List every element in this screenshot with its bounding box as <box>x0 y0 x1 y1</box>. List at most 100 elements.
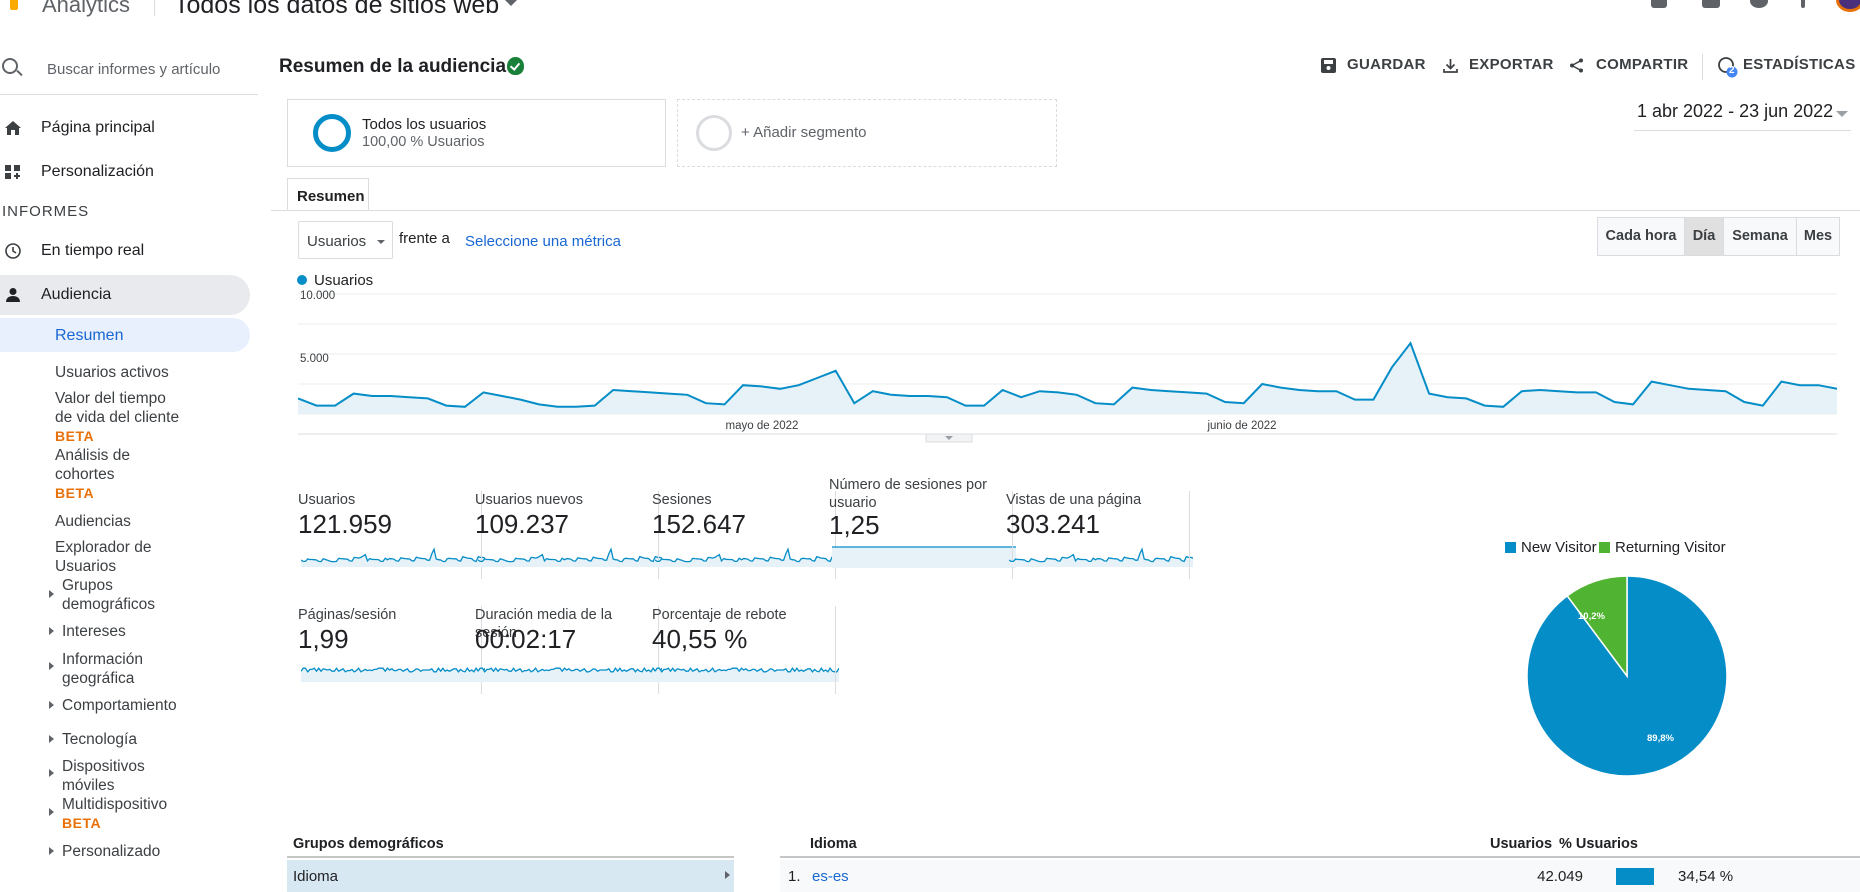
sidebar-item-audience[interactable]: Audiencia <box>0 275 250 315</box>
row-users: 42.049 <box>1537 868 1583 885</box>
kpi-sparkline <box>301 667 485 682</box>
segment-ring-icon <box>313 114 351 152</box>
date-range-picker[interactable]: 1 abr 2022 - 23 jun 2022 <box>1637 101 1834 121</box>
sidebar-subitem-overview[interactable]: Resumen <box>0 318 250 352</box>
insights-badge: 2 <box>1729 65 1735 76</box>
select-metric-link[interactable]: Seleccione una métrica <box>465 233 621 250</box>
granularity-hour[interactable]: Cada hora <box>1597 217 1685 256</box>
property-selector[interactable]: Todos los datos de sitios web <box>174 0 500 19</box>
analytics-logo-icon <box>10 0 18 10</box>
table-row[interactable]: 1. es-es 42.049 34,54 % <box>780 860 1860 892</box>
kpi-tile: Porcentaje de rebote 40,55 % <box>652 606 839 704</box>
kpi-value: 1,99 <box>298 624 349 654</box>
pie-legend-returning: Returning Visitor <box>1599 539 1726 556</box>
chevron-down-icon[interactable] <box>1836 111 1848 117</box>
sidebar-item-label: Personalización <box>41 163 154 180</box>
sidebar-item-customization[interactable]: Personalización <box>0 152 250 192</box>
sidebar-item-realtime[interactable]: En tiempo real <box>0 231 250 271</box>
versus-label: frente a <box>399 230 450 247</box>
kpi-divider <box>1189 491 1190 579</box>
sidebar-subitem-active-users[interactable]: Usuarios activos <box>55 364 169 381</box>
sidebar-subitem-interests[interactable]: Intereses <box>62 623 126 640</box>
kpi-value: 109.237 <box>475 509 569 539</box>
sidebar-subitem-mobile[interactable]: Dispositivos móviles <box>62 757 145 795</box>
granularity-day[interactable]: Día <box>1684 217 1724 256</box>
sidebar-subitem-cohort[interactable]: Análisis de cohortes BETA <box>55 446 130 503</box>
expand-arrow-icon[interactable] <box>49 701 54 709</box>
help-icon[interactable] <box>1750 0 1768 8</box>
sidebar-subitem-cross-device[interactable]: Multidispositivo BETA <box>62 795 167 833</box>
date-range-underline <box>1634 130 1851 131</box>
x-tick-label: junio de 2022 <box>1206 420 1276 432</box>
search-box[interactable]: Buscar informes y artículo <box>0 52 258 84</box>
sidebar-subitem-geo[interactable]: Información geográfica <box>62 650 143 688</box>
kpi-value: 303.241 <box>1006 509 1100 539</box>
avatar[interactable] <box>1836 0 1860 12</box>
sidebar-subitem-technology[interactable]: Tecnología <box>62 731 137 748</box>
kpi-tile: Duración media de la sesión 00:02:17 <box>475 606 662 704</box>
add-segment-label: + Añadir segmento <box>741 124 867 141</box>
beta-badge: BETA <box>62 815 102 831</box>
home-icon <box>5 121 21 135</box>
chevron-down-icon[interactable] <box>505 0 517 6</box>
kpi-sparkline <box>832 546 1016 568</box>
save-button[interactable]: GUARDAR <box>1347 56 1426 73</box>
reports-section-title: INFORMES <box>2 203 90 220</box>
expand-arrow-icon[interactable] <box>49 662 54 670</box>
expand-arrow-icon[interactable] <box>49 735 54 743</box>
expand-arrow-icon[interactable] <box>49 590 54 598</box>
kpi-value: 152.647 <box>652 509 746 539</box>
kpi-value: 1,25 <box>829 510 880 540</box>
add-segment-button[interactable]: + Añadir segmento <box>677 99 1057 167</box>
segment-subtitle: 100,00 % Usuarios <box>362 134 485 150</box>
row-label: Idioma <box>293 868 339 885</box>
tab-overview[interactable]: Resumen <box>287 178 369 211</box>
users-line-chart[interactable]: 10.000 5.000 mayo de 2022 junio de 2022 <box>298 288 1837 468</box>
expand-arrow-icon[interactable] <box>49 808 54 816</box>
pie-slice-returning-visitor[interactable] <box>1566 575 1628 679</box>
row-pct: 34,54 % <box>1678 868 1734 885</box>
notifications-icon[interactable] <box>1651 0 1667 8</box>
chart-legend: Usuarios <box>297 272 373 289</box>
sidebar-subitem-user-explorer[interactable]: Explorador de Usuarios <box>55 538 152 576</box>
segment-all-users[interactable]: Todos los usuarios 100,00 % Usuarios <box>287 99 666 167</box>
sidebar-subitem-label: Multidispositivo <box>62 796 168 813</box>
legend-label: Usuarios <box>314 272 374 289</box>
sidebar-subitem-label: cohortes <box>55 466 115 483</box>
kpi-sparkline <box>301 547 485 567</box>
search-input[interactable]: Buscar informes y artículo <box>47 61 221 78</box>
sidebar-subitem-label: Usuarios <box>55 558 117 575</box>
granularity-week[interactable]: Semana <box>1723 217 1797 256</box>
export-button[interactable]: EXPORTAR <box>1469 56 1554 73</box>
beta-badge: BETA <box>55 428 95 444</box>
granularity-month[interactable]: Mes <box>1796 217 1840 256</box>
insights-button[interactable]: ESTADÍSTICAS <box>1743 56 1856 73</box>
kpi-tile: Sesiones 152.647 <box>652 491 839 589</box>
kpi-sparkline <box>1009 547 1193 567</box>
sidebar-subitem-custom[interactable]: Personalizado <box>62 843 161 860</box>
share-button[interactable]: COMPARTIR <box>1596 56 1689 73</box>
sidebar-subitem-demographics[interactable]: Grupos demográficos <box>62 576 155 614</box>
kpi-label: Usuarios nuevos <box>475 492 583 508</box>
sidebar-item-home[interactable]: Página principal <box>0 108 250 148</box>
sidebar-subitem-audiences[interactable]: Audiencias <box>55 513 131 530</box>
visitor-type-pie-chart[interactable]: 10,2% 89,8% <box>1522 571 1732 781</box>
metric-select[interactable]: Usuarios <box>298 221 393 259</box>
sidebar-subitem-label: Grupos <box>62 577 113 594</box>
expand-arrow-icon[interactable] <box>49 769 54 777</box>
page-title: Resumen de la audiencia <box>279 56 507 77</box>
kpi-label: Porcentaje de rebote <box>652 607 787 623</box>
sidebar-item-label: Audiencia <box>41 286 112 303</box>
more-vert-icon[interactable] <box>1801 0 1805 8</box>
kpi-label: Número de sesiones por usuario <box>829 477 987 511</box>
chevron-right-icon <box>725 871 730 879</box>
sidebar-subitem-behavior[interactable]: Comportamiento <box>62 697 177 714</box>
expand-arrow-icon[interactable] <box>49 847 54 855</box>
kpi-divider <box>658 606 659 694</box>
sidebar-subitem-label: Resumen <box>55 327 124 344</box>
sidebar-subitem-lifetime-value[interactable]: Valor del tiempo de vida del cliente BET… <box>55 389 179 446</box>
row-pct-bar <box>1616 868 1654 885</box>
table-row-language[interactable]: Idioma <box>287 860 734 892</box>
apps-icon[interactable] <box>1702 0 1720 8</box>
expand-arrow-icon[interactable] <box>49 627 54 635</box>
